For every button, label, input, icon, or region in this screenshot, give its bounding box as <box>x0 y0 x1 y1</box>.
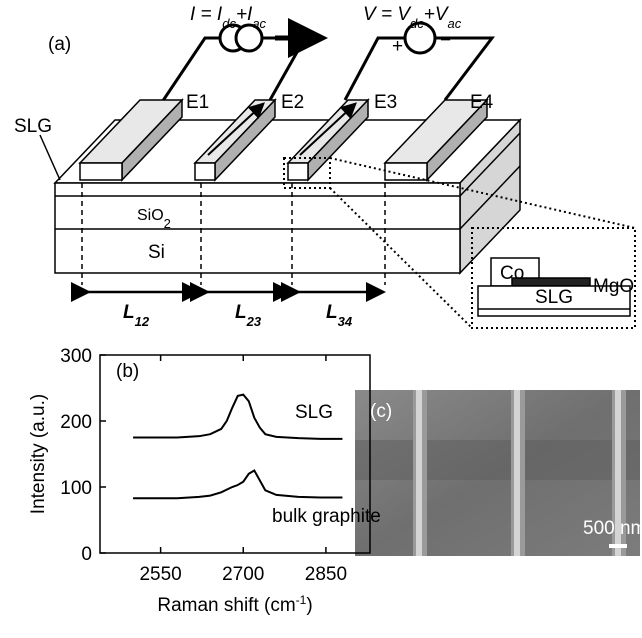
electrode-label: E3 <box>374 92 397 113</box>
text-part: L <box>326 302 338 323</box>
panel-label: (b) <box>116 361 139 382</box>
inset-label: Co <box>500 263 524 284</box>
x-tick-label: 2700 <box>222 564 264 585</box>
y-tick-label: 300 <box>60 346 92 367</box>
scale-label: 500 nm <box>583 518 642 539</box>
text-part: 34 <box>338 314 353 329</box>
electrode-label: E4 <box>470 92 494 113</box>
raman-chart: 0 100 200 300 2550 2700 2850 (b) Intensity (a.u.… <box>28 346 381 616</box>
x-tick-label: 2850 <box>305 564 347 585</box>
series-label: bulk graphite <box>272 506 381 527</box>
electrode-label: E1 <box>186 92 209 113</box>
text-part: I = I <box>190 4 223 25</box>
length-label: L34 <box>326 302 353 329</box>
panel-label: (c) <box>370 401 392 422</box>
y-axis-title: Intensity (a.u.) <box>28 394 49 514</box>
x-axis-title: Raman shift (cm-1) <box>157 593 312 616</box>
text-part: ac <box>448 16 462 31</box>
text-part: dc <box>222 16 236 31</box>
figure: (a) I = Idc+Iac V = Vdc+Vac + − E1 E2 E3… <box>0 0 642 633</box>
si-label: Si <box>148 242 165 263</box>
current-formula: I = Idc+Iac <box>190 4 267 31</box>
plus-sign: + <box>392 36 403 57</box>
text-part: 12 <box>135 314 150 329</box>
text-part: 2 <box>164 216 171 231</box>
text-part: ac <box>252 16 266 31</box>
device-diagram <box>40 23 635 328</box>
text-part: Raman shift (cm <box>157 595 295 616</box>
text-part: +I <box>236 4 253 25</box>
inset-label: MgO <box>593 276 634 297</box>
electrode-label: E2 <box>281 92 304 113</box>
text-part: ) <box>306 595 312 616</box>
slg-label: SLG <box>14 116 52 137</box>
text-part: SiO <box>137 207 164 224</box>
length-label: L23 <box>235 302 262 329</box>
x-tick-label: 2550 <box>139 564 181 585</box>
text-part: L <box>123 302 135 323</box>
series-label: SLG <box>295 402 333 423</box>
inset-label: SLG <box>535 287 573 308</box>
y-tick-label: 200 <box>60 412 92 433</box>
panel-label: (a) <box>48 34 71 55</box>
voltage-formula: V = Vdc+Vac <box>363 4 462 31</box>
sem-image: (c) 500 nm <box>355 390 642 556</box>
length-label: L12 <box>123 302 150 329</box>
text-part: +V <box>424 4 450 25</box>
text-part: V = V <box>363 4 412 25</box>
text-part: -1 <box>296 593 307 607</box>
y-tick-label: 100 <box>60 478 92 499</box>
text-part: 23 <box>246 314 262 329</box>
minus-sign: − <box>440 30 451 51</box>
text-part: dc <box>410 16 424 31</box>
series-line <box>133 471 342 499</box>
text-part: L <box>235 302 247 323</box>
y-tick-label: 0 <box>81 544 92 565</box>
